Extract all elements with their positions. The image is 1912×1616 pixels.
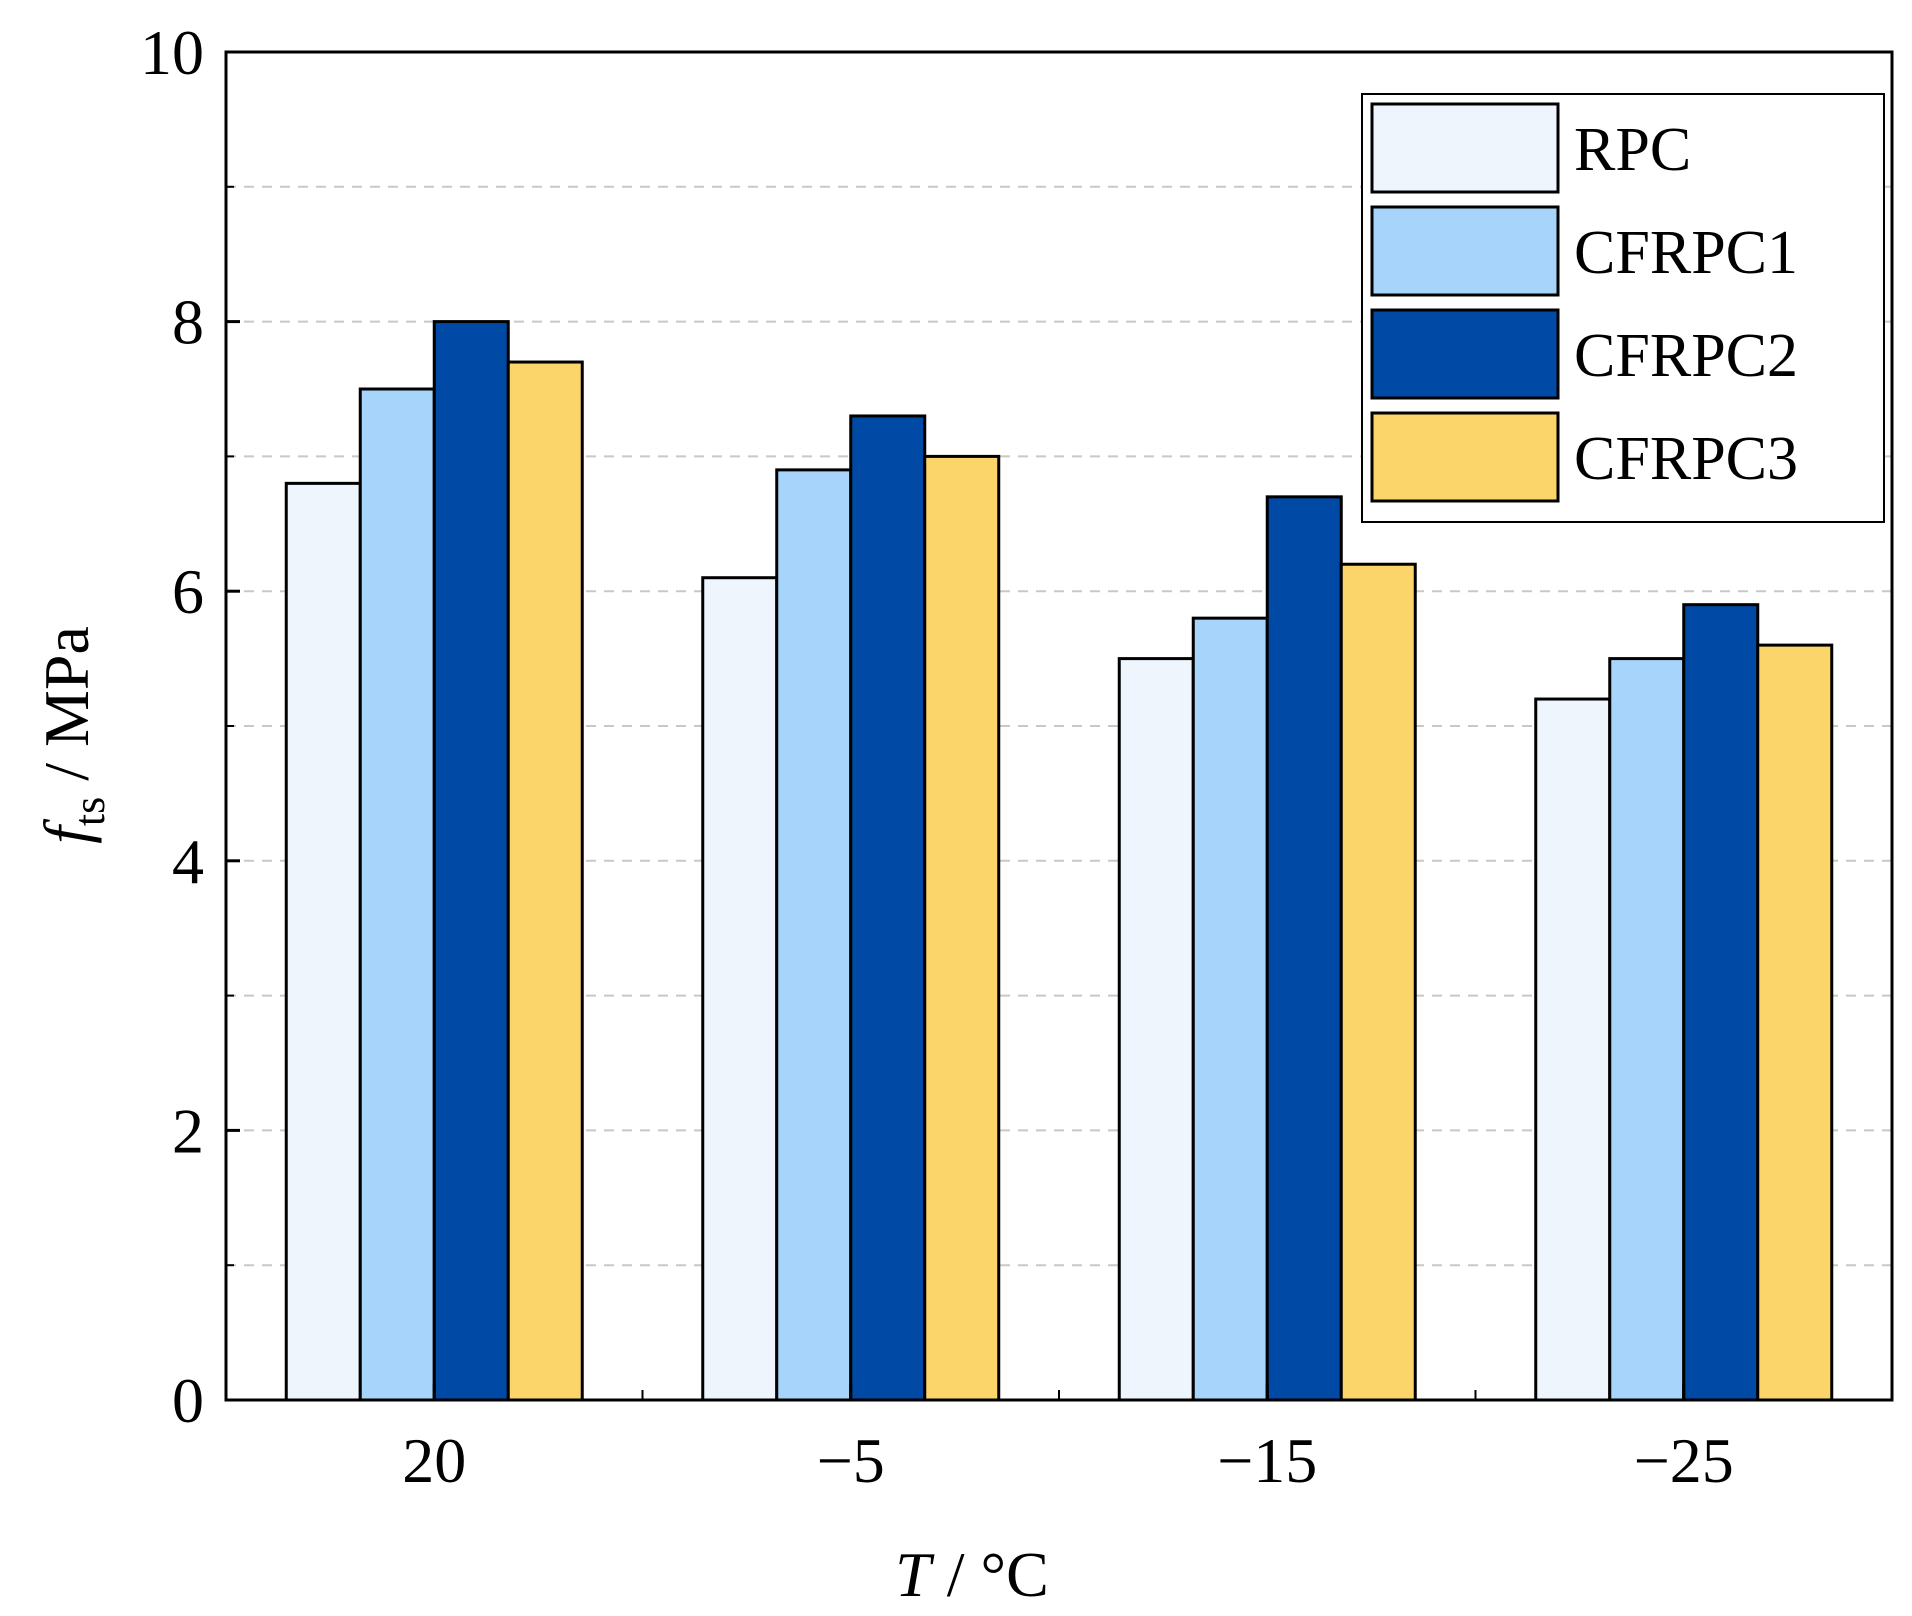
axis-ticks bbox=[226, 50, 1686, 1402]
y-axis-subscript: ts bbox=[65, 797, 114, 826]
legend: RPC CFRPC1 CFRPC2 CFRPC3 bbox=[1361, 93, 1885, 523]
bar-cfrpc2-2 bbox=[1265, 495, 1343, 1402]
x-tick-label: −5 bbox=[817, 1425, 885, 1496]
y-tick-label: 8 bbox=[172, 287, 204, 358]
x-tick-labels: 20 −5 −15 −25 bbox=[402, 1425, 1734, 1496]
bar-rpc-2 bbox=[1117, 657, 1195, 1402]
y-tick-label: 0 bbox=[172, 1365, 204, 1436]
legend-swatch-cfrpc2 bbox=[1370, 308, 1560, 400]
bar-rpc-0 bbox=[284, 481, 362, 1402]
legend-label-cfrpc3: CFRPC3 bbox=[1574, 425, 1798, 493]
x-tick-label: −15 bbox=[1217, 1425, 1317, 1496]
bar-cfrpc1-3 bbox=[1608, 657, 1686, 1402]
y-axis-title: fts / MPa bbox=[31, 626, 114, 844]
x-tick-label: −25 bbox=[1634, 1425, 1734, 1496]
bar-cfrpc2-0 bbox=[432, 320, 510, 1402]
bar-cfrpc1-0 bbox=[358, 387, 436, 1402]
y-axis-unit: / MPa bbox=[31, 626, 102, 797]
y-tick-label: 2 bbox=[172, 1095, 204, 1166]
legend-label-rpc: RPC bbox=[1574, 116, 1691, 184]
bars bbox=[284, 320, 1834, 1402]
x-tick-label: 20 bbox=[402, 1425, 466, 1496]
bar-cfrpc1-2 bbox=[1191, 616, 1269, 1402]
legend-swatch-rpc bbox=[1370, 102, 1560, 194]
x-axis-unit: / °C bbox=[931, 1539, 1049, 1610]
bar-cfrpc2-3 bbox=[1682, 603, 1760, 1402]
x-axis-symbol: T bbox=[895, 1539, 935, 1610]
legend-label-cfrpc1: CFRPC1 bbox=[1574, 219, 1798, 287]
bar-cfrpc3-1 bbox=[923, 454, 1001, 1402]
x-axis-title: T / °C bbox=[895, 1539, 1049, 1610]
y-tick-label: 6 bbox=[172, 556, 204, 627]
bar-cfrpc3-3 bbox=[1756, 643, 1834, 1402]
bar-cfrpc3-0 bbox=[506, 360, 584, 1402]
bar-cfrpc2-1 bbox=[849, 414, 927, 1402]
legend-swatch-cfrpc1 bbox=[1370, 205, 1560, 297]
bar-rpc-3 bbox=[1534, 697, 1612, 1402]
y-tick-labels: 0 2 4 6 8 10 bbox=[140, 17, 204, 1436]
y-tick-label: 4 bbox=[172, 826, 204, 897]
bar-cfrpc3-2 bbox=[1339, 562, 1417, 1402]
legend-label-cfrpc2: CFRPC2 bbox=[1574, 322, 1798, 390]
y-tick-label: 10 bbox=[140, 17, 204, 88]
bar-rpc-1 bbox=[701, 576, 779, 1402]
bar-cfrpc1-1 bbox=[775, 468, 853, 1402]
legend-swatch-cfrpc3 bbox=[1370, 411, 1560, 503]
